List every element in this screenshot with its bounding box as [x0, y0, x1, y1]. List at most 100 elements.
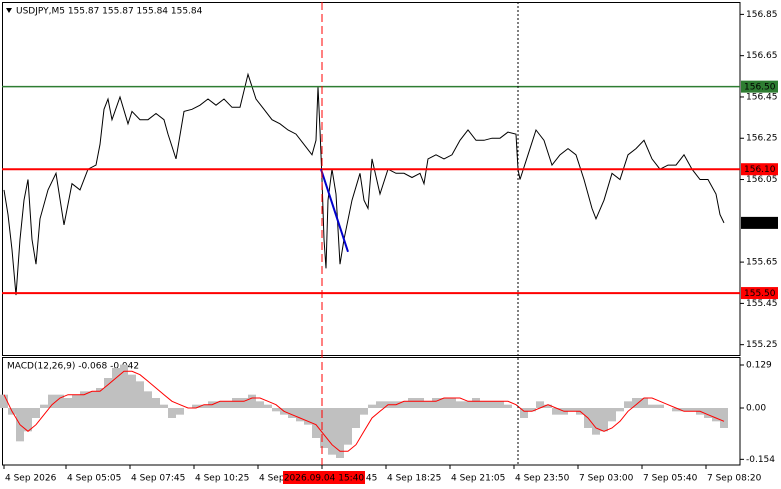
- macd-bar: [704, 408, 712, 418]
- macd-bar: [312, 408, 320, 438]
- macd-bar: [152, 398, 160, 408]
- macd-bar: [536, 401, 544, 408]
- macd-bar: [336, 408, 344, 458]
- macd-bar: [32, 408, 40, 418]
- y-tick-label: -0.154: [746, 455, 775, 465]
- x-tick-label: 4 Sep 23:50: [515, 474, 570, 484]
- macd-bar: [488, 401, 496, 408]
- macd-bar: [480, 401, 488, 408]
- macd-bar: [320, 408, 328, 448]
- macd-bar: [224, 401, 232, 408]
- macd-bar: [64, 398, 72, 408]
- chart-title: USDJPY,M5 155.87 155.87 155.84 155.84: [16, 7, 203, 17]
- macd-bar: [232, 398, 240, 408]
- macd-bar: [200, 404, 208, 408]
- macd-bar: [720, 408, 728, 428]
- macd-bar: [248, 394, 256, 408]
- macd-bar: [456, 401, 464, 408]
- macd-bar: [48, 394, 56, 408]
- x-tick-label: 4 Sep 07:45: [131, 474, 185, 484]
- y-tick-label: 0.129: [746, 361, 772, 371]
- macd-bar: [272, 408, 280, 412]
- macd-bar: [544, 404, 552, 408]
- x-tick-label: 7 Sep 05:40: [643, 474, 698, 484]
- trend-line: [320, 168, 349, 253]
- x-tick-label: 4 Sep 10:25: [195, 474, 249, 484]
- macd-bar: [496, 401, 504, 408]
- macd-bar: [88, 391, 96, 408]
- macd-bar: [296, 408, 304, 422]
- macd-bar: [256, 401, 264, 408]
- x-tick-label: 4 Sep 05:05: [67, 474, 121, 484]
- x-tick-label: 7 Sep 08:20: [707, 474, 762, 484]
- macd-bar: [472, 398, 480, 408]
- y-tick-label: 156.45: [746, 92, 778, 102]
- macd-bar: [600, 408, 608, 432]
- y-tick-label: 155.45: [746, 299, 778, 309]
- macd-bar: [712, 408, 720, 422]
- macd-bar: [344, 408, 352, 445]
- macd-bar: [680, 408, 688, 412]
- price-panel-border: [2, 2, 741, 356]
- macd-bar: [552, 408, 560, 415]
- macd-bar: [56, 394, 64, 408]
- macd-bar: [216, 401, 224, 408]
- macd-bar: [416, 398, 424, 408]
- macd-bar: [640, 398, 648, 408]
- macd-bar: [376, 401, 384, 408]
- macd-bar: [504, 404, 512, 408]
- macd-title: MACD(12,26,9) -0.068 -0.042: [7, 362, 139, 372]
- y-tick-label: 155.25: [746, 340, 778, 350]
- x-tick-label: 7 Sep 03:00: [579, 474, 634, 484]
- macd-bar: [144, 391, 152, 408]
- macd-bar: [656, 404, 664, 408]
- macd-bar: [136, 381, 144, 408]
- macd-bar: [128, 374, 136, 408]
- macd-bar: [624, 401, 632, 408]
- macd-bar: [528, 408, 536, 412]
- macd-bar: [176, 408, 184, 415]
- macd-bar: [408, 398, 416, 408]
- macd-panel-border: [2, 357, 741, 466]
- macd-bar: [40, 404, 48, 408]
- macd-bar: [288, 408, 296, 418]
- y-tick-label: 156.25: [746, 134, 778, 144]
- macd-bar: [632, 398, 640, 408]
- macd-bar: [368, 404, 376, 408]
- macd-bar: [168, 408, 176, 418]
- macd-bar: [648, 404, 656, 408]
- y-tick-label: 156.05: [746, 175, 778, 185]
- macd-bar: [352, 408, 360, 428]
- y-tick-label: 0.00: [746, 404, 766, 414]
- macd-bar: [448, 398, 456, 408]
- y-tick-label: 156.65: [746, 51, 778, 61]
- macd-bar: [96, 388, 104, 408]
- macd-bar: [240, 398, 248, 408]
- macd-bar: [616, 408, 624, 412]
- macd-bar: [424, 401, 432, 408]
- macd-bar: [608, 408, 616, 422]
- y-tick-label: 156.85: [746, 10, 778, 20]
- macd-bar: [112, 368, 120, 408]
- level-label: 156.10: [744, 165, 776, 175]
- macd-bar: [264, 404, 272, 408]
- x-tick-label: 4 Sep 18:25: [387, 474, 441, 484]
- marker-label-box: [283, 471, 365, 484]
- macd-bar: [160, 404, 168, 408]
- macd-bar: [192, 404, 200, 408]
- signal-line: [3, 370, 725, 452]
- macd-bar: [520, 408, 528, 418]
- menu-triangle[interactable]: [6, 8, 12, 13]
- macd-bar: [440, 398, 448, 408]
- macd-bar: [432, 398, 440, 408]
- macd-bar: [80, 391, 88, 408]
- level-label: 156.50: [744, 83, 776, 93]
- macd-bar: [24, 408, 32, 432]
- marker-label: 2026.09.04 15:40: [284, 474, 365, 484]
- macd-bar: [0, 394, 8, 408]
- macd-bar: [104, 378, 112, 408]
- macd-bar: [328, 408, 336, 455]
